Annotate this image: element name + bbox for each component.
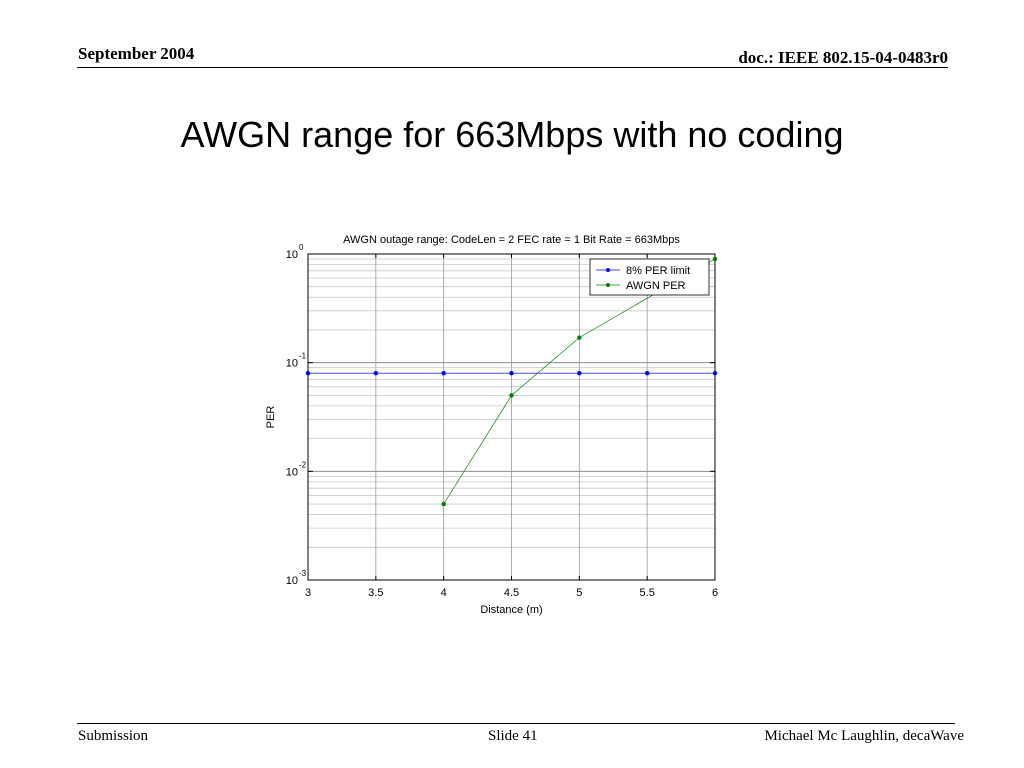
y-tick-label: 10 <box>286 466 298 478</box>
y-tick-label: 10 <box>286 575 298 587</box>
y-tick-label: 10 <box>286 358 298 370</box>
series-point <box>441 501 446 507</box>
footer-author: Michael Mc Laughlin, decaWave <box>764 728 964 744</box>
x-axis-label: Distance (m) <box>480 604 542 616</box>
footer-submission: Submission <box>78 728 149 744</box>
series-point <box>509 393 514 398</box>
series-point <box>577 370 582 376</box>
x-tick-label: 5.5 <box>640 587 655 599</box>
legend-label: AWGN PER <box>626 280 686 292</box>
footer-slide-number: Slide 41 <box>488 728 538 744</box>
y-tick-exponent: -1 <box>299 352 307 361</box>
x-tick-label: 6 <box>712 587 718 599</box>
x-tick-label: 4.5 <box>504 587 519 599</box>
x-tick-label: 5 <box>576 587 582 599</box>
legend-swatch-marker <box>606 268 610 272</box>
x-tick-label: 3.5 <box>368 587 383 599</box>
y-tick-exponent: 0 <box>299 243 304 252</box>
chart-container: 3 3.5 4 4.5 5 5.5 6 10 0 10 -1 10 -2 10 -3 AWGN outage … <box>250 220 750 630</box>
legend-swatch-marker <box>606 283 610 287</box>
chart-title: AWGN outage range: CodeLen = 2 FEC rate … <box>343 234 680 246</box>
x-tick-label: 3 <box>305 587 311 599</box>
header-divider <box>77 67 948 68</box>
x-tick-label: 4 <box>441 587 447 599</box>
series-point <box>509 370 514 376</box>
y-tick-label: 10 <box>286 249 298 261</box>
legend-label: 8% PER limit <box>626 265 690 277</box>
series-point <box>712 370 718 376</box>
header-doc-id: doc.: IEEE 802.15-04-0483r0 <box>738 48 948 67</box>
series-line <box>443 258 716 505</box>
series-point <box>577 335 582 340</box>
series-point <box>373 370 379 376</box>
y-tick-exponent: -2 <box>299 460 307 469</box>
footer-divider <box>77 723 955 724</box>
series-point <box>441 370 446 376</box>
legend-box <box>589 258 710 296</box>
series-point <box>644 370 650 376</box>
header-date: September 2004 <box>78 44 195 63</box>
series-point <box>712 256 718 262</box>
series-point <box>305 370 311 376</box>
y-tick-exponent: -3 <box>299 569 307 578</box>
y-axis-label: PER <box>265 406 277 429</box>
slide-title: AWGN range for 663Mbps with no coding <box>180 114 844 155</box>
